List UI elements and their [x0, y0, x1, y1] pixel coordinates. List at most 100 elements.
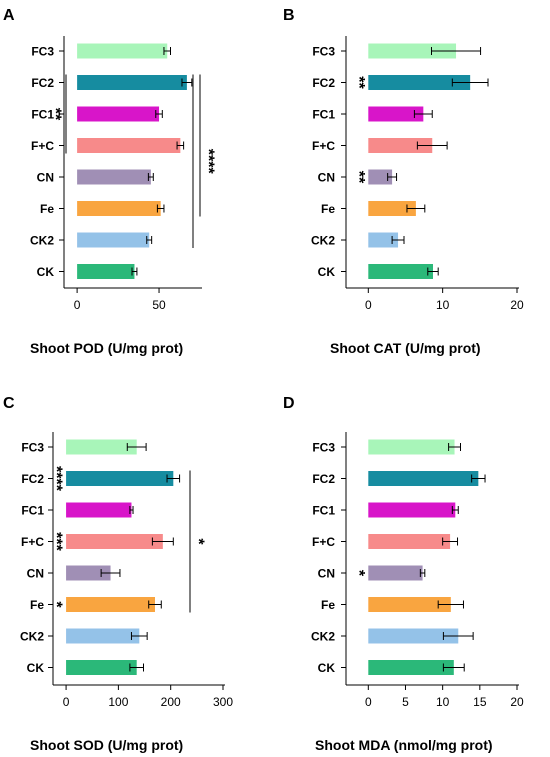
bar-CK: [368, 264, 433, 279]
significance-marker: *: [48, 601, 65, 608]
bar-CN: [368, 565, 423, 581]
bar-FC1: [77, 106, 160, 122]
x-tick-label: 10: [436, 695, 450, 709]
bar-CK2: [66, 628, 140, 644]
x-axis-title: Shoot SOD (U/mg prot): [30, 737, 183, 753]
category-label: FC2: [312, 76, 335, 90]
category-label: CK2: [311, 630, 335, 644]
bar-CK: [77, 264, 135, 279]
bar-FC1: [368, 106, 424, 122]
bar-FC3: [368, 439, 455, 455]
x-axis-title: Shoot MDA (nmol/mg prot): [315, 737, 493, 753]
category-label: CN: [27, 567, 44, 581]
category-label: Fe: [40, 202, 54, 216]
bar-CN: [66, 565, 111, 581]
x-tick-label: 20: [510, 695, 524, 709]
significance-marker: ***: [48, 532, 65, 551]
x-tick-label: 300: [213, 695, 233, 709]
bar-CK2: [368, 232, 399, 248]
bar-FC3: [66, 439, 137, 455]
panel-letter: D: [283, 395, 295, 412]
bar-FC1: [66, 502, 132, 518]
bar-Fe: [66, 597, 155, 612]
bar-CK: [66, 660, 137, 675]
x-tick-label: 0: [365, 695, 372, 709]
bar-Fe: [368, 597, 451, 612]
x-tick-label: 5: [402, 695, 409, 709]
category-label: Fe: [321, 598, 335, 612]
category-label: CN: [37, 171, 54, 185]
bar-FC2: [368, 75, 471, 90]
x-tick-label: 100: [108, 695, 128, 709]
category-label: FC1: [31, 108, 54, 122]
category-label: FC3: [312, 45, 335, 59]
x-tick-label: 0: [365, 298, 372, 312]
category-label: Fe: [321, 202, 335, 216]
category-label: F+C: [31, 139, 54, 153]
significance-marker: *: [350, 570, 367, 577]
x-tick-label: 10: [436, 298, 450, 312]
panel-A: A FC3 FC2 FC1 F+C CN Fe CK2 CK 0 50 Shoot POD (U/mg…: [3, 7, 217, 356]
bar-CK2: [368, 628, 459, 644]
x-axis-title: Shoot POD (U/mg prot): [30, 340, 183, 356]
category-label: CK: [318, 265, 336, 279]
category-label: FC3: [312, 441, 335, 455]
x-tick-label: 50: [152, 298, 166, 312]
significance-marker: ****: [48, 466, 65, 492]
bar-F+C: [66, 534, 163, 549]
x-tick-label: 200: [161, 695, 181, 709]
bar-FC2: [77, 75, 187, 90]
bar-CK2: [77, 232, 150, 248]
x-tick-label: 15: [473, 695, 487, 709]
category-label: F+C: [312, 139, 335, 153]
bar-F+C: [77, 138, 181, 153]
category-label: CK: [27, 661, 45, 675]
bar-F+C: [368, 138, 433, 153]
significance-marker: ****: [200, 149, 217, 175]
category-label: CK: [37, 265, 55, 279]
category-label: FC2: [31, 76, 54, 90]
category-label: F+C: [312, 535, 335, 549]
category-label: FC2: [21, 472, 44, 486]
bar-CN: [77, 169, 151, 185]
category-label: FC1: [312, 108, 335, 122]
category-label: FC1: [312, 504, 335, 518]
category-label: CN: [318, 567, 335, 581]
category-label: FC2: [312, 472, 335, 486]
bar-FC2: [66, 471, 174, 486]
category-label: CK2: [30, 234, 54, 248]
panel-C: C FC3 FC2 FC1 F+C CN Fe CK2 CK 0 100 200 300 Shoot SO…: [3, 395, 233, 753]
bar-F+C: [368, 534, 451, 549]
significance-marker: **: [47, 108, 64, 121]
category-label: FC1: [21, 504, 44, 518]
x-tick-label: 20: [510, 298, 524, 312]
bar-FC2: [368, 471, 479, 486]
category-label: CK2: [311, 234, 335, 248]
bar-Fe: [368, 201, 416, 216]
panel-letter: A: [3, 7, 15, 24]
significance-marker: **: [350, 171, 367, 184]
x-axis-title: Shoot CAT (U/mg prot): [330, 340, 481, 356]
category-label: CK: [318, 661, 336, 675]
panel-letter: C: [3, 395, 15, 412]
significance-marker: **: [350, 76, 367, 89]
panel-B: B FC3 FC2 FC1 F+C CN Fe CK2 CK 0 10 20 Shoot CAT (U/…: [283, 7, 524, 356]
bar-FC1: [368, 502, 456, 518]
bar-FC3: [368, 43, 457, 59]
category-label: FC3: [31, 45, 54, 59]
category-label: FC3: [21, 441, 44, 455]
bar-FC3: [77, 43, 168, 59]
category-label: F+C: [21, 535, 44, 549]
panel-letter: B: [283, 7, 295, 24]
category-label: CK2: [20, 630, 44, 644]
x-tick-label: 0: [63, 695, 70, 709]
significance-marker: *: [190, 538, 207, 545]
bar-Fe: [77, 201, 161, 216]
bar-CK: [368, 660, 454, 675]
bar-CN: [368, 169, 393, 185]
category-label: CN: [318, 171, 335, 185]
category-label: Fe: [30, 598, 44, 612]
x-tick-label: 0: [74, 298, 81, 312]
panel-D: D FC3 FC2 FC1 F+C CN Fe CK2 CK 0 5 10 15 20 Shoot MDA …: [283, 395, 524, 753]
